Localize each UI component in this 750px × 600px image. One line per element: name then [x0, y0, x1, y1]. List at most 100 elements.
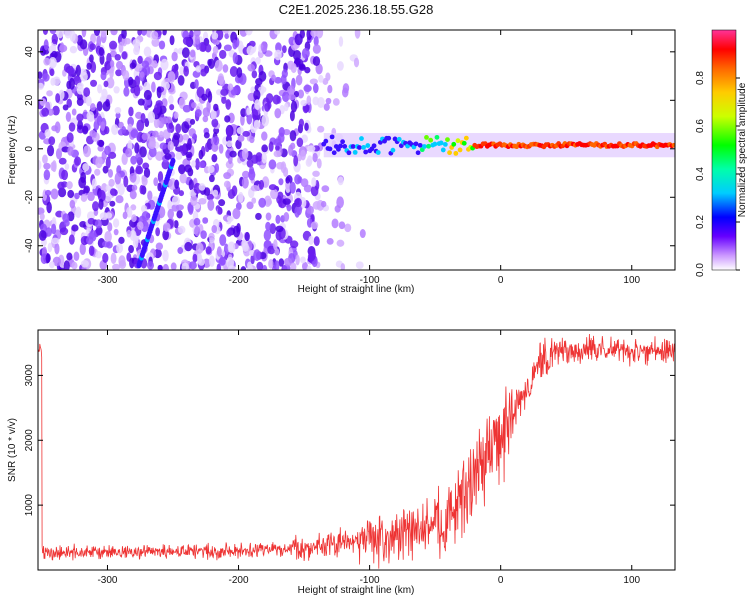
spectrogram-noise-cell: [205, 142, 210, 153]
spectrogram-noise-cell: [63, 260, 70, 270]
spectrogram-noise-cell: [229, 66, 238, 77]
spectrogram-noise-cell: [268, 141, 274, 152]
spectrogram-noise-cell: [258, 86, 267, 94]
spectrogram-noise-cell: [168, 122, 174, 129]
spectrogram-noise-cell: [110, 30, 118, 36]
spectrogram-carrier-cell: [455, 138, 461, 144]
spectrogram-noise-cell: [229, 150, 237, 158]
spectrogram-noise-cell: [121, 36, 128, 47]
spectrogram-noise-cell: [236, 67, 243, 78]
spectrogram-noise-cell: [39, 98, 47, 107]
spectrogram-noise-cell: [189, 30, 194, 38]
spectrogram-carrier-cell: [386, 135, 392, 141]
colorbar-tick-label: 0.4: [695, 167, 706, 181]
spectrogram-noise-cell: [51, 160, 57, 173]
spectrogram-noise-cell: [226, 140, 233, 148]
spectrogram-noise-cell: [147, 111, 156, 124]
x-tick-label: -300: [97, 275, 117, 286]
x-tick-label: -200: [229, 275, 249, 286]
spectrogram-noise-cell: [312, 83, 319, 94]
spectrogram-noise-cell: [191, 160, 196, 168]
spectrogram-noise-cell: [300, 178, 309, 188]
spectrogram-noise-cell: [106, 241, 113, 249]
spectrogram-noise-cell: [235, 139, 242, 150]
spectrogram-noise-cell: [198, 41, 207, 52]
spectrogram-noise-cell: [289, 130, 297, 142]
spectrogram-noise-cell: [320, 200, 327, 208]
spectrogram-noise-cell: [246, 45, 255, 56]
spectrogram-noise-cell: [258, 70, 267, 82]
spectrogram-noise-cell: [103, 126, 110, 135]
spectrogram-noise-cell: [249, 135, 255, 144]
spectrogram-noise-cell: [99, 212, 108, 221]
spectrogram-noise-cell: [42, 154, 48, 164]
colorbar-label: Normalized spectral amplitude: [737, 82, 748, 217]
spectrogram-noise-cell: [56, 30, 64, 39]
spectrogram-noise-cell: [290, 262, 297, 270]
spectrogram-noise-cell: [100, 30, 107, 38]
spectrogram-noise-cell: [261, 114, 270, 127]
spectrogram-noise-cell: [140, 204, 148, 213]
spectrogram-noise-cell: [118, 255, 126, 267]
spectrogram-noise-cell: [66, 132, 74, 143]
spectrogram-noise-cell: [332, 98, 340, 106]
spectrogram-carrier-cell: [421, 144, 427, 149]
y-tick-label: 0: [24, 146, 35, 152]
x-tick-label: 0: [498, 575, 504, 586]
spectrogram-noise-cell: [80, 235, 89, 246]
spectrogram-noise-cell: [260, 41, 268, 53]
spectrogram-noise-cell: [194, 109, 202, 117]
spectrogram-noise-cell: [241, 148, 249, 160]
spectrogram-noise-cell: [54, 242, 60, 255]
spectrogram-frame: [37, 29, 676, 271]
spectrogram-noise-cell: [295, 74, 303, 86]
spectrogram-noise-cell: [255, 152, 263, 162]
spectrogram-noise-cell: [141, 60, 150, 68]
colorbar-tick-label: 0.2: [695, 215, 706, 229]
spectrogram-noise-cell: [133, 84, 141, 97]
spectrogram-noise-cell: [58, 157, 67, 165]
x-tick-label: 100: [623, 575, 640, 586]
snr-plot-area: [38, 330, 675, 570]
spectrogram-noise-cell: [297, 89, 305, 99]
spectrogram-noise-cell: [334, 205, 341, 213]
spectrogram-x-label: Height of straight line (km): [298, 284, 415, 295]
spectrogram-noise-cell: [71, 108, 77, 116]
spectrogram-carrier-cell: [359, 136, 364, 141]
spectrogram-noise-cell: [162, 249, 169, 262]
spectrogram-noise-cell: [98, 47, 105, 56]
spectrogram-noise-cell: [179, 173, 187, 184]
spectrogram-noise-cell: [189, 261, 197, 270]
spectrogram-noise-cell: [211, 153, 218, 163]
y-tick-label: 40: [24, 46, 35, 58]
spectrogram-carrier-cell: [461, 140, 467, 146]
spectrogram-noise-cell: [187, 203, 194, 215]
spectrogram-noise-cell: [261, 131, 268, 141]
spectrogram-noise-cell: [108, 178, 115, 187]
snr-y-label: SNR (10 * v/v): [7, 418, 18, 482]
spectrogram-noise-cell: [288, 144, 294, 156]
spectrogram-noise-cell: [218, 144, 224, 154]
spectrogram-noise-cell: [153, 117, 160, 129]
spectrogram-noise-cell: [174, 179, 179, 189]
spectrogram-noise-cell: [208, 232, 215, 241]
spectrogram-noise-cell: [105, 192, 113, 202]
spectrogram-noise-cell: [76, 120, 84, 130]
spectrogram-noise-cell: [95, 156, 103, 169]
spectrogram-noise-cell: [157, 264, 163, 270]
spectrogram-noise-cell: [225, 149, 231, 159]
spectrogram-noise-cell: [130, 155, 137, 165]
spectrogram-noise-cell: [102, 252, 109, 263]
spectrogram-noise-cell: [104, 60, 112, 71]
spectrogram-noise-cell: [45, 253, 50, 264]
spectrogram-noise-cell: [86, 211, 95, 221]
spectrogram-noise-cell: [274, 108, 282, 119]
spectrogram-noise-cell: [69, 199, 76, 209]
spectrogram-noise-cell: [167, 140, 175, 152]
spectrogram-noise-cell: [285, 176, 290, 184]
spectrogram-noise-cell: [107, 222, 113, 232]
spectrogram-noise-cell: [177, 225, 186, 234]
spectrogram-noise-cell: [244, 231, 250, 242]
spectrogram-noise-cell: [274, 260, 280, 270]
spectrogram-noise-cell: [143, 89, 152, 101]
